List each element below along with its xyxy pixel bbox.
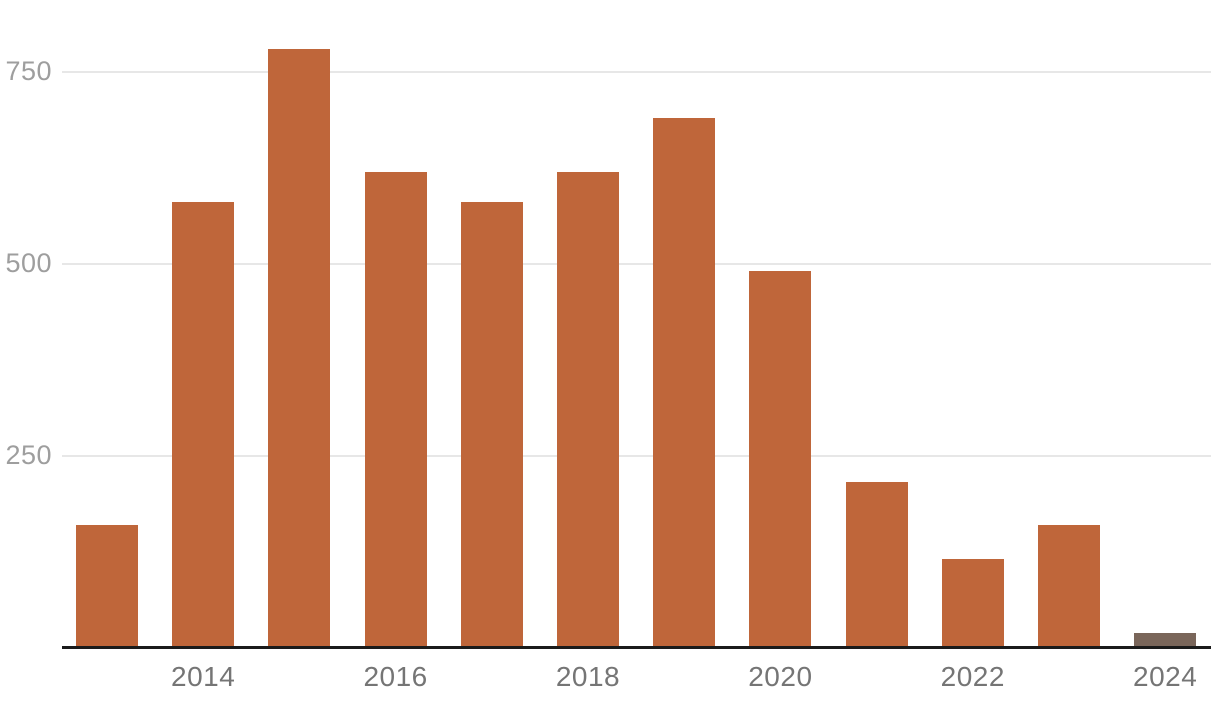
bar-2013[interactable] (76, 524, 138, 648)
x-tick-label-2024: 2024 (1133, 661, 1198, 692)
y-tick-label-750: 750 (5, 56, 52, 87)
bar-2022[interactable] (941, 559, 1004, 648)
gridline-500 (62, 262, 1211, 265)
x-tick-label-2016: 2016 (363, 661, 428, 692)
bar-2016[interactable] (364, 171, 427, 648)
bar-2017[interactable] (460, 202, 523, 648)
bar-2014[interactable] (172, 202, 235, 648)
bar-2023[interactable] (1038, 524, 1100, 648)
x-tick-label-2018: 2018 (555, 661, 621, 692)
bar-2021[interactable] (845, 482, 908, 648)
bar-2015[interactable] (268, 48, 331, 648)
x-axis-line (62, 646, 1211, 649)
bar-2020[interactable] (749, 271, 812, 648)
bar-2019[interactable] (653, 117, 716, 648)
x-tick-label-2022: 2022 (940, 661, 1005, 692)
gridline-250 (62, 454, 1211, 457)
y-tick-label-250: 250 (5, 440, 52, 470)
x-tick-label-2014: 2014 (171, 661, 236, 692)
x-tick-label-2020: 2020 (748, 661, 813, 692)
bar-2018[interactable] (557, 171, 619, 648)
bar-2024[interactable] (1134, 633, 1197, 648)
gridline-750 (62, 70, 1211, 73)
y-tick-label-500: 500 (5, 248, 52, 279)
